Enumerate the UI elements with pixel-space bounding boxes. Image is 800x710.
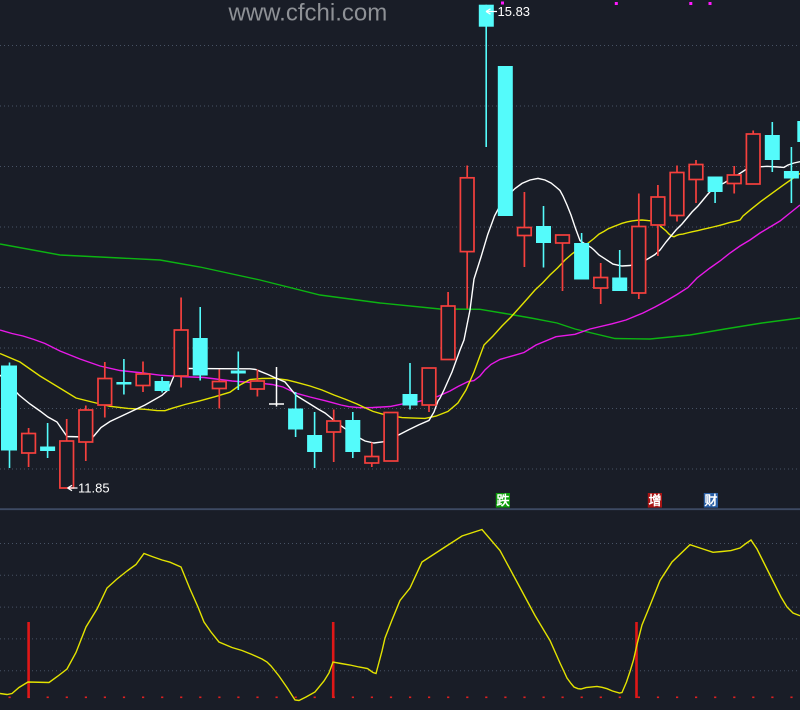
svg-text:www.cfchi.com: www.cfchi.com (228, 0, 388, 27)
svg-text:15.83: 15.83 (498, 4, 531, 19)
svg-text:11.85: 11.85 (78, 481, 110, 496)
svg-text:增: 增 (648, 493, 661, 508)
svg-text:财: 财 (704, 493, 717, 508)
svg-text:跌: 跌 (496, 493, 510, 508)
